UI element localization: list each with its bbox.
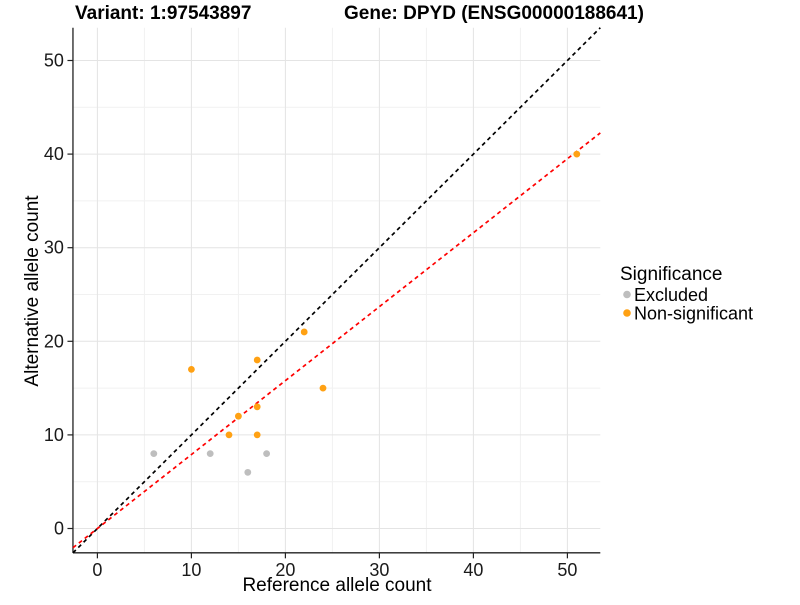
scatter-point-non-significant xyxy=(225,431,233,439)
y-axis-title: Alternative allele count xyxy=(22,195,43,387)
x-tick-label: 40 xyxy=(463,560,483,580)
scatter-point-non-significant xyxy=(253,431,261,439)
x-tick-label: 50 xyxy=(557,560,577,580)
reference-lines-layer xyxy=(72,27,601,554)
x-axis-title: Reference allele count xyxy=(242,575,432,596)
x-tick-label: 0 xyxy=(92,560,102,580)
scatter-point-non-significant xyxy=(235,412,242,420)
scatter-point-non-significant xyxy=(300,328,308,336)
legend-title: Significance xyxy=(620,264,722,285)
variant-title: Variant: 1:97543897 xyxy=(75,3,251,24)
expected-ratio-line xyxy=(72,132,601,549)
scatter-point-excluded xyxy=(263,450,270,458)
y-tick-label: 50 xyxy=(44,51,64,71)
x-tick-label: 30 xyxy=(369,560,389,580)
y-tick-label: 0 xyxy=(54,519,64,539)
y-tick-label: 10 xyxy=(44,425,64,445)
x-tick-label: 10 xyxy=(181,560,201,580)
grid-layer xyxy=(72,27,601,553)
scatter-point-non-significant xyxy=(573,150,581,158)
scatter-point-non-significant xyxy=(253,403,261,411)
scatter-points-layer xyxy=(150,150,581,476)
legend-key-dot xyxy=(623,290,631,299)
x-tick-label: 20 xyxy=(275,560,295,580)
legend-item-label: Excluded xyxy=(634,285,708,305)
scatter-point-excluded xyxy=(206,450,214,458)
y-tick-label: 30 xyxy=(44,238,64,258)
gene-title: Gene: DPYD (ENSG00000188641) xyxy=(344,3,644,24)
scatter-point-excluded xyxy=(150,450,158,458)
scatter-point-non-significant xyxy=(319,384,327,392)
legend-key-dot xyxy=(623,309,631,317)
legend-item-label: Non-significant xyxy=(634,304,753,324)
scatter-point-non-significant xyxy=(188,365,195,373)
scatter-point-excluded xyxy=(244,468,252,476)
scatter-point-non-significant xyxy=(253,356,261,364)
y-tick-label: 20 xyxy=(44,331,64,351)
y-tick-label: 40 xyxy=(44,144,64,164)
axis-layer: 0 10 20 30 40 50 0 10 20 30 40 50 xyxy=(44,27,601,580)
identity-line xyxy=(72,27,601,554)
